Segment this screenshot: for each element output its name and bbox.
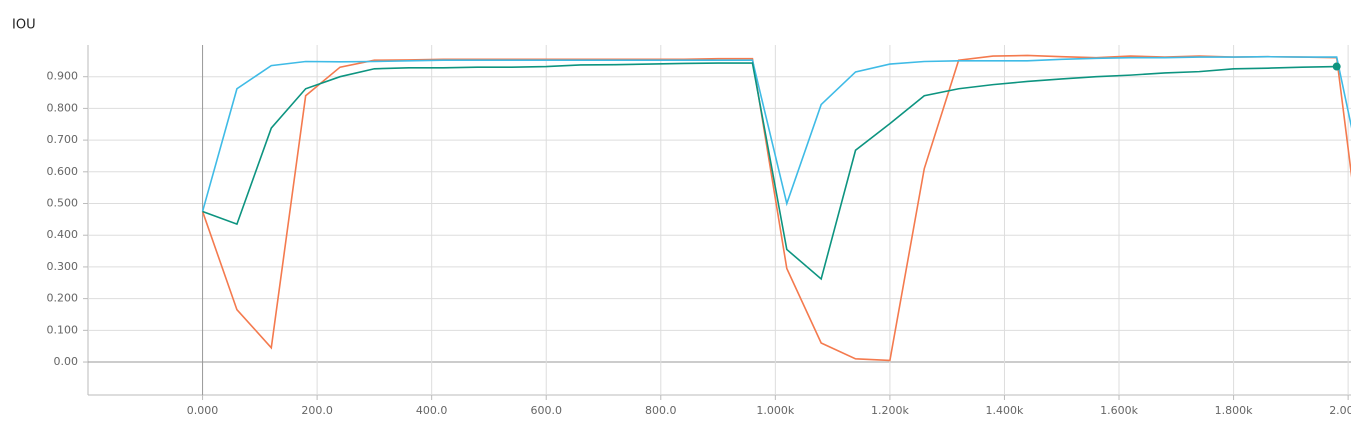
x-tick-label: 200.0 bbox=[301, 404, 333, 417]
x-tick-label: 800.0 bbox=[645, 404, 677, 417]
y-tick-label: 0.00 bbox=[54, 355, 79, 368]
y-tick-label: 0.200 bbox=[47, 292, 79, 305]
x-tick-label: 2.000k bbox=[1329, 404, 1351, 417]
y-tick-label: 0.500 bbox=[47, 197, 79, 210]
x-tick-label: 1.800k bbox=[1215, 404, 1253, 417]
x-tick-label: 1.400k bbox=[986, 404, 1024, 417]
y-tick-label: 0.400 bbox=[47, 228, 79, 241]
y-tick-label: 0.900 bbox=[47, 70, 79, 83]
series-line bbox=[202, 62, 1337, 281]
y-tick-label: 0.700 bbox=[47, 133, 79, 146]
x-tick-label: 1.200k bbox=[871, 404, 909, 417]
y-tick-label: 0.100 bbox=[47, 323, 79, 336]
hover-point bbox=[1332, 62, 1341, 71]
y-tick-label: 0.800 bbox=[47, 101, 79, 114]
x-tick-label: 1.000k bbox=[756, 404, 794, 417]
x-tick-label: 1.600k bbox=[1100, 404, 1138, 417]
y-tick-label: 0.600 bbox=[47, 165, 79, 178]
series-line bbox=[201, 55, 1351, 212]
x-tick-label: 600.0 bbox=[530, 404, 562, 417]
series-line bbox=[201, 54, 1351, 362]
chart-title: IOU bbox=[12, 18, 36, 33]
x-tick-label: 0.000 bbox=[187, 404, 219, 417]
y-tick-label: 0.300 bbox=[47, 260, 79, 273]
x-tick-label: 400.0 bbox=[416, 404, 448, 417]
